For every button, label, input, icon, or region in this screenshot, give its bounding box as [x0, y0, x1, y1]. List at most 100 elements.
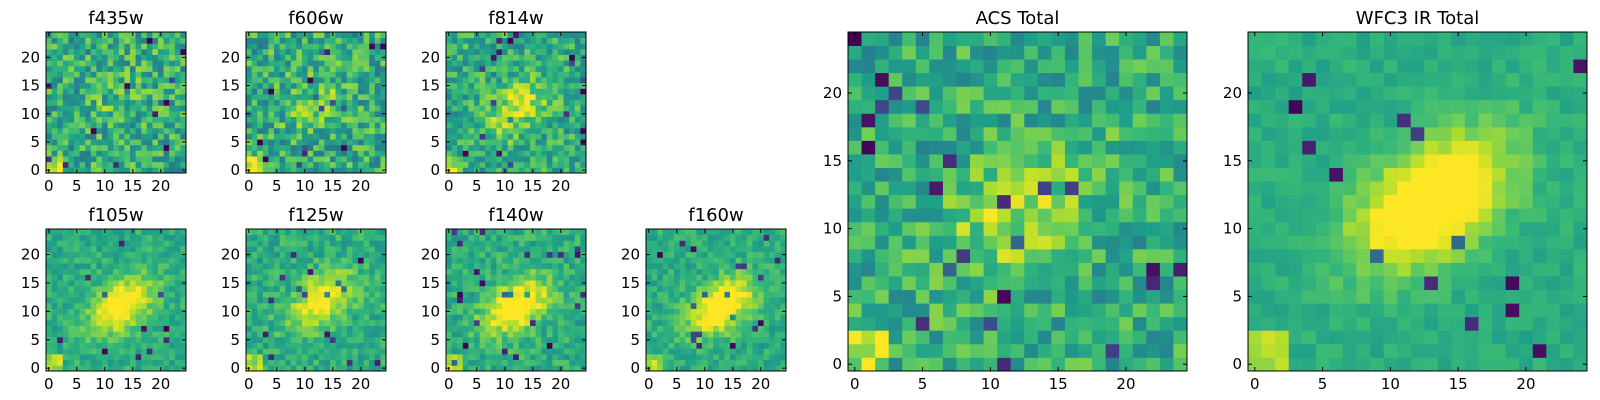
heatmap-cell	[535, 240, 542, 247]
heatmap-cell	[330, 161, 336, 168]
heatmap-cell	[713, 319, 720, 326]
heatmap-cell	[507, 291, 514, 298]
heatmap-cell	[102, 105, 108, 112]
heatmap-cell	[262, 268, 269, 275]
heatmap-cell	[1146, 248, 1161, 263]
heatmap-cell	[274, 99, 280, 106]
heatmap-cell	[324, 139, 331, 146]
heatmap-cell	[741, 365, 748, 372]
heatmap-cell	[158, 116, 164, 123]
heatmap-cell	[541, 127, 548, 134]
heatmap-cell	[146, 246, 153, 253]
y-tick-label: 20	[421, 48, 440, 66]
heatmap-cell	[290, 71, 297, 78]
heatmap-cell	[496, 99, 503, 106]
heatmap-cell	[513, 336, 520, 343]
heatmap-cell	[780, 314, 787, 321]
heatmap-cell	[279, 314, 286, 321]
heatmap-cell	[479, 150, 486, 157]
heatmap-cell	[313, 246, 320, 253]
heatmap-cell	[290, 240, 297, 247]
heatmap-cell	[496, 105, 503, 112]
heatmap-cell	[662, 234, 669, 241]
heatmap-cell	[457, 348, 464, 355]
heatmap-cell	[746, 314, 753, 321]
heatmap-cell	[535, 359, 542, 366]
heatmap-cell	[535, 150, 542, 157]
heatmap-cell	[535, 302, 542, 309]
heatmap-cell	[380, 60, 387, 67]
heatmap-cell	[1078, 262, 1093, 277]
heatmap-cell	[668, 302, 675, 309]
heatmap-cell	[462, 246, 469, 253]
heatmap-cell	[496, 325, 503, 332]
heatmap-cell	[130, 234, 136, 241]
heatmap-cell	[268, 150, 275, 157]
heatmap-cell	[113, 308, 120, 315]
heatmap-cell	[352, 32, 359, 39]
heatmap-cell	[535, 365, 542, 372]
heatmap-cell	[118, 94, 125, 101]
y-tick-label: 15	[21, 274, 40, 292]
heatmap-cell	[79, 319, 86, 326]
heatmap-cell	[118, 156, 125, 163]
heatmap-cell	[1132, 167, 1147, 182]
heatmap-cell	[302, 297, 308, 304]
heatmap-cell	[369, 37, 376, 44]
heatmap-cell	[51, 280, 58, 287]
heatmap-cell	[335, 122, 342, 129]
heatmap-cell	[62, 353, 69, 361]
heatmap-cell	[702, 234, 708, 241]
heatmap-cell	[374, 116, 381, 123]
heatmap-cell	[341, 122, 348, 129]
heatmap-cell	[79, 263, 86, 270]
heatmap-cell	[646, 297, 652, 304]
heatmap-cell	[774, 229, 781, 236]
heatmap-cell	[679, 302, 686, 309]
heatmap-cell	[679, 331, 686, 338]
heatmap-cell	[251, 105, 258, 112]
heatmap-cell	[861, 330, 876, 345]
heatmap-cell	[290, 314, 297, 321]
heatmap-cell	[1105, 316, 1120, 331]
heatmap-cell	[158, 302, 164, 309]
heatmap-cell	[541, 60, 548, 67]
heatmap-cell	[118, 353, 125, 361]
heatmap-cell	[915, 154, 930, 168]
heatmap-cell	[285, 285, 292, 292]
heatmap-cell	[124, 77, 131, 84]
heatmap-cell	[524, 325, 531, 332]
heatmap-cell	[513, 94, 520, 101]
heatmap-cell	[702, 297, 708, 304]
heatmap-cell	[51, 297, 58, 304]
heatmap-cell	[451, 257, 458, 264]
heatmap-cell	[763, 342, 770, 349]
heatmap-cell	[479, 229, 486, 236]
heatmap-cell	[380, 156, 387, 163]
heatmap-cell	[518, 82, 525, 89]
heatmap-cell	[180, 302, 187, 309]
heatmap-cell	[96, 48, 103, 55]
heatmap-cell	[462, 240, 469, 247]
heatmap-cell	[474, 150, 480, 157]
heatmap-cell	[685, 263, 692, 270]
heatmap-cell	[290, 359, 297, 366]
heatmap-cell	[848, 248, 862, 263]
heatmap-cell	[57, 319, 64, 326]
heatmap-cell	[679, 291, 686, 298]
heatmap-cell	[468, 353, 475, 361]
heatmap-cell	[485, 302, 492, 309]
heatmap-cell	[462, 268, 469, 275]
heatmap-cell	[118, 229, 125, 236]
heatmap-cell	[307, 139, 314, 146]
heatmap-cell	[462, 274, 469, 281]
heatmap-cell	[285, 348, 292, 355]
heatmap-cell	[713, 348, 720, 355]
heatmap-cell	[574, 60, 581, 67]
heatmap-cell	[457, 291, 464, 298]
heatmap-cell	[152, 105, 159, 112]
heatmap-cell	[490, 133, 497, 140]
heatmap-cell	[141, 263, 148, 270]
heatmap-cell	[861, 208, 876, 223]
heatmap-cell	[118, 331, 125, 338]
